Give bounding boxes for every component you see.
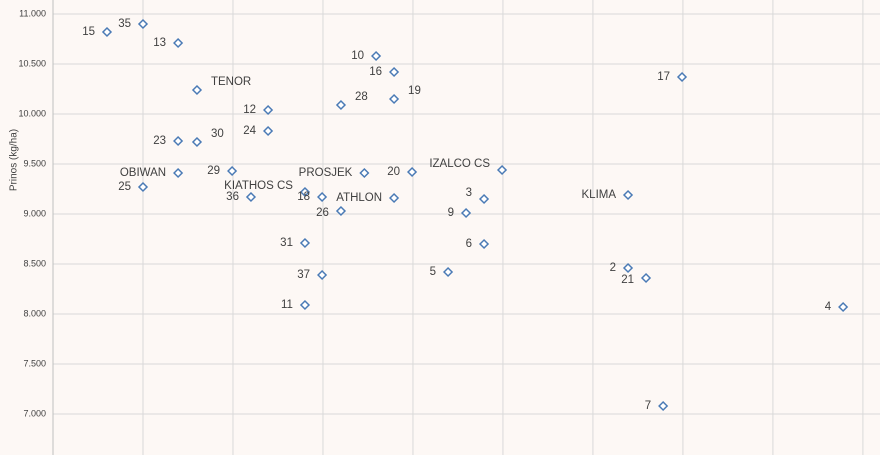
point-label: 4 [825, 301, 832, 313]
point-label: 21 [621, 274, 634, 286]
data-point [359, 167, 370, 179]
data-point [191, 84, 203, 96]
point-label: 9 [448, 207, 454, 219]
point-label: 25 [118, 181, 131, 193]
data-point [622, 262, 634, 274]
data-point [406, 166, 418, 178]
data-point [173, 135, 184, 147]
data-point [317, 269, 328, 281]
y-axis-title: Prinos (kg/ha) [9, 129, 20, 191]
data-point [227, 165, 238, 177]
point-label: 10 [351, 50, 364, 62]
point-label: OBIWAN [120, 167, 166, 179]
point-label: 13 [153, 37, 166, 49]
point-label: 15 [82, 26, 95, 38]
data-point [173, 37, 184, 49]
data-point [388, 192, 400, 204]
data-point [622, 189, 634, 201]
data-point [335, 205, 347, 217]
data-point [478, 193, 490, 205]
data-point [137, 18, 149, 30]
point-label: KLIMA [582, 189, 617, 201]
y-tick-label: 10.000 [18, 108, 46, 118]
data-point [460, 207, 472, 219]
data-point [245, 191, 257, 203]
y-tick-label: 7.500 [23, 358, 46, 368]
y-tick-label: 11.000 [19, 8, 46, 18]
data-point [658, 400, 669, 412]
point-label: 2 [610, 262, 616, 274]
point-label: PROSJEK [299, 167, 353, 179]
data-point [335, 99, 347, 111]
data-point [388, 93, 400, 105]
point-label: 36 [226, 191, 239, 203]
point-label: 6 [466, 238, 472, 250]
data-point [478, 238, 490, 250]
data-point [191, 136, 203, 148]
data-point [263, 104, 274, 116]
point-label: 30 [211, 128, 224, 140]
point-label: 12 [243, 104, 256, 116]
point-label: 26 [316, 207, 329, 219]
point-label: TENOR [211, 76, 251, 88]
point-label: 7 [645, 400, 651, 412]
data-point [299, 186, 311, 198]
data-point [640, 272, 652, 284]
point-label: 5 [430, 266, 436, 278]
data-point [317, 191, 328, 203]
point-label: 11 [281, 299, 293, 311]
point-label: 29 [207, 165, 220, 177]
data-point [101, 26, 113, 38]
y-tick-label: 8.000 [23, 308, 46, 318]
y-tick-label: 10.500 [18, 58, 46, 68]
point-label: 18 [297, 191, 310, 203]
data-point [838, 301, 849, 313]
point-label: 17 [657, 71, 670, 83]
data-point [299, 299, 311, 311]
point-label: 3 [466, 187, 472, 199]
point-label: 31 [280, 237, 293, 249]
point-label: 23 [153, 135, 166, 147]
data-point [137, 181, 149, 193]
y-tick-label: 7.000 [23, 408, 46, 418]
point-label: ATHLON [336, 192, 382, 204]
point-label: 35 [118, 18, 131, 30]
y-tick-label: 8.500 [23, 258, 46, 268]
point-label: 19 [408, 85, 421, 97]
point-label: 24 [243, 125, 256, 137]
point-label: 37 [297, 269, 310, 281]
y-tick-label: 9.000 [23, 208, 46, 218]
point-label: IZALCO CS [429, 158, 490, 170]
point-label: 16 [369, 66, 382, 78]
data-point [173, 167, 184, 179]
point-label: 20 [387, 166, 400, 178]
data-point [496, 164, 508, 176]
point-label: KIATHOS CS [224, 180, 293, 192]
data-point [388, 66, 400, 78]
y-tick-label: 9.500 [23, 158, 46, 168]
point-label: 28 [355, 91, 368, 103]
data-point [299, 237, 311, 249]
data-point [371, 50, 382, 62]
data-point [676, 71, 688, 83]
data-point [442, 266, 454, 278]
data-point [263, 125, 274, 137]
